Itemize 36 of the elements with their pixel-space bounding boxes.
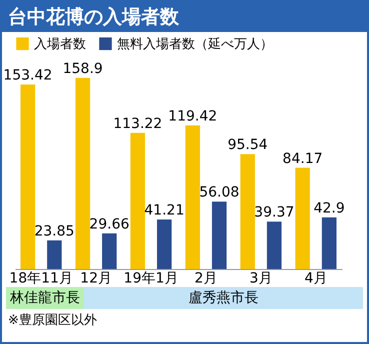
x-tick-label: 2月 [194,270,218,286]
data-label: 56.08 [199,184,240,201]
data-label: 42.9 [314,200,345,216]
legend-label: 無料入場者数（延べ万人） [117,36,273,52]
x-tick-label: 4月 [304,270,328,286]
data-label: 158.9 [62,60,103,77]
bar [20,84,36,269]
chart-title: 台中花博の入場者数 [2,2,367,32]
x-tick-label: 3月 [249,270,272,286]
data-label: 153.42 [3,68,52,84]
bar [295,168,310,269]
bar [130,132,146,269]
bar [185,125,200,269]
data-label: 39.37 [254,204,294,221]
bar [266,222,282,269]
data-label: 95.54 [228,137,268,154]
data-label: 84.17 [282,150,323,167]
bar [240,154,255,269]
data-label: 113.22 [113,116,162,132]
bar [322,217,337,269]
bar [102,233,117,269]
text: ※豊原園区以外 [7,312,98,330]
data-label: 41.21 [144,202,184,218]
text: 林佳龍市長 [6,287,84,309]
x-tick-label: 19年1月 [124,270,178,286]
data-label: 23.85 [34,223,74,240]
bar [75,78,90,269]
x-tick-label: 18年11月 [9,270,73,286]
bar [47,240,62,269]
x-tick-label: 12月 [80,270,112,286]
bar [157,219,172,269]
data-label: 29.66 [89,216,130,232]
bar [212,202,227,269]
data-label: 119.42 [168,108,218,124]
text: 盧秀燕市長 [84,287,363,309]
legend-label: 入場者数 [34,36,86,52]
